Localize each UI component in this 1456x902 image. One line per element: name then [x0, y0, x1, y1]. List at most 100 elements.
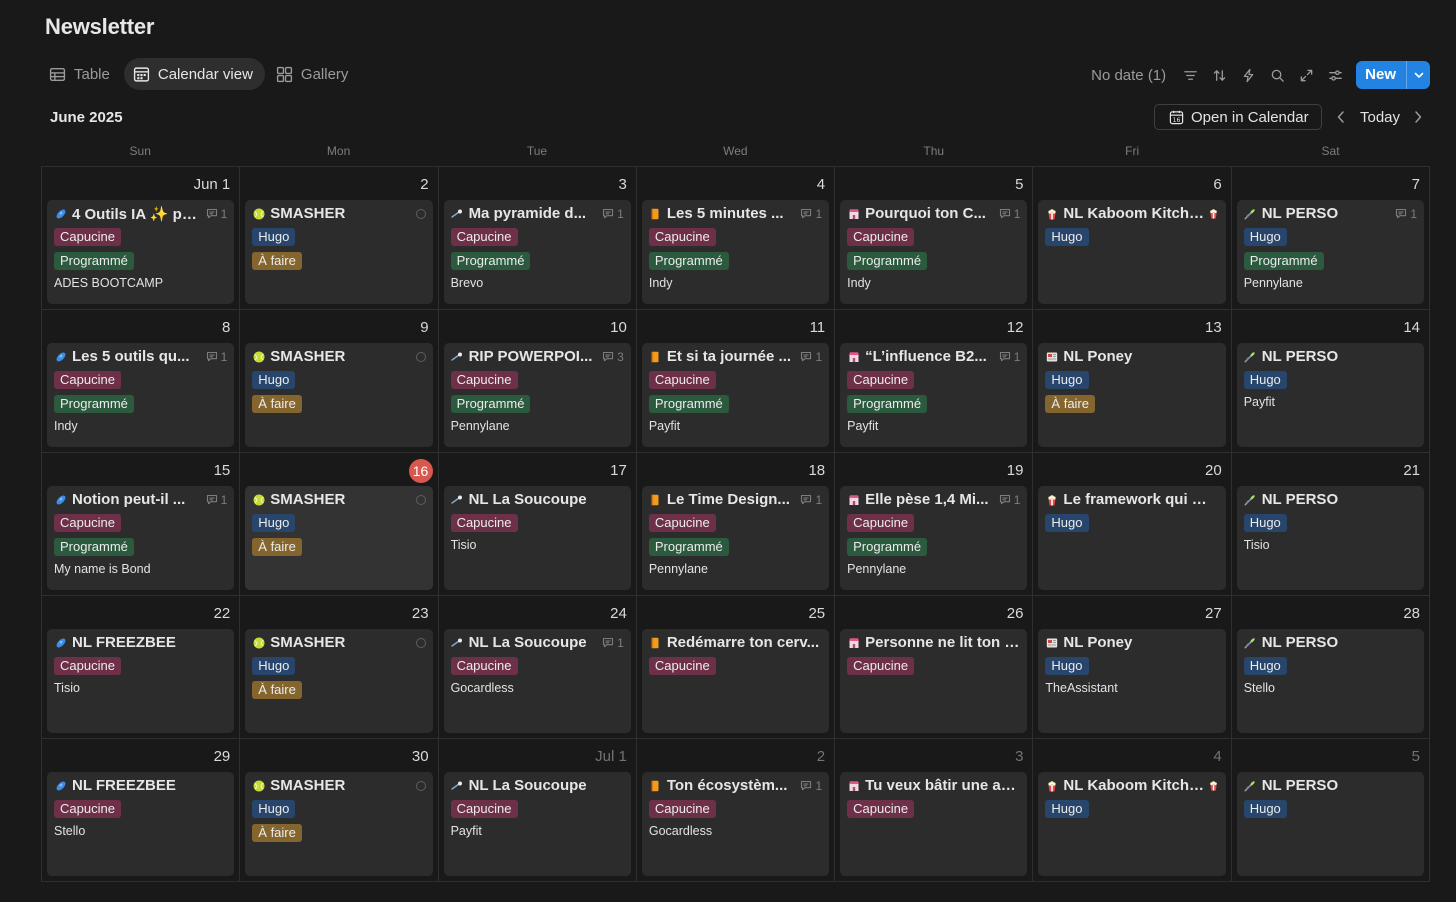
tab-table[interactable]: Table: [40, 58, 122, 90]
event-card[interactable]: NL PERSO Hugo: [1236, 772, 1424, 876]
weekday-tue: Tue: [526, 144, 548, 158]
calendar-day-cell[interactable]: 28 NL PERSO Hugo Stello: [1231, 596, 1430, 739]
tab-gallery-label: Gallery: [300, 65, 349, 83]
new-dropdown-button[interactable]: [1406, 61, 1430, 89]
calendar-day-cell[interactable]: 29 NL FREEZBEE Capucine Stello: [42, 739, 241, 882]
calendar-day-cell[interactable]: 30 SMASHER Hugo À faire: [240, 739, 439, 882]
calendar-day-cell[interactable]: 6 NL Kaboom Kitchen Hugo: [1033, 167, 1232, 310]
tab-calendar-view[interactable]: Calendar view: [123, 58, 265, 90]
calendar-day-cell[interactable]: 20 Le framework qui m’... Hugo: [1033, 453, 1232, 596]
calendar-day-cell[interactable]: 21 NL PERSO Hugo Tisio: [1231, 453, 1430, 596]
calendar-day-cell[interactable]: 5 Pourquoi ton C... 1 Capucine Programmé Indy: [835, 167, 1034, 310]
sort-button[interactable]: [1205, 61, 1234, 89]
calendar-day-cell[interactable]: 13 NL Poney Hugo À faire: [1033, 310, 1232, 453]
calendar-day-cell[interactable]: 14 NL PERSO Hugo Payfit: [1231, 310, 1430, 453]
calendar-day-cell[interactable]: 25 Redémarre ton cerv... Capucine: [636, 596, 836, 739]
calendar-day-cell[interactable]: 8 Les 5 outils qu... 1 Capucine Programmé Ind…: [42, 310, 241, 453]
event-card[interactable]: SMASHER Hugo À faire: [245, 343, 433, 447]
event-card[interactable]: RIP POWERPOI... 3 Capucine Programmé Pennyla…: [443, 343, 631, 447]
event-card-header: NL PERSO: [1244, 634, 1417, 651]
event-card[interactable]: NL PERSO 1 Hugo Programmé Pennylane: [1236, 200, 1424, 304]
event-card[interactable]: Notion peut-il ... 1 Capucine Programmé My n…: [47, 486, 235, 590]
tab-gallery[interactable]: Gallery: [267, 58, 361, 90]
event-card[interactable]: NL PERSO Hugo Tisio: [1236, 486, 1424, 590]
calendar-day-cell[interactable]: Jun 1 4 Outils IA ✨ pour g... 1 Capucine Pro…: [42, 167, 241, 310]
event-card[interactable]: SMASHER Hugo À faire: [245, 772, 433, 876]
calendar-day-cell[interactable]: 24 NL La Soucoupe 1 Capucine Gocardless: [438, 596, 637, 739]
event-card[interactable]: NL FREEZBEE Capucine Stello: [47, 772, 235, 876]
calendar-day-cell[interactable]: 22 NL FREEZBEE Capucine Tisio: [42, 596, 241, 739]
calendar-day-cell[interactable]: 9 SMASHER Hugo À faire: [240, 310, 439, 453]
settings-button[interactable]: [1321, 61, 1350, 89]
calendar-day-cell[interactable]: 17 NL La Soucoupe Capucine Tisio: [438, 453, 637, 596]
event-card[interactable]: 4 Outils IA ✨ pour g... 1 Capucine Programm…: [47, 200, 235, 304]
calendar-day-cell[interactable]: 23 SMASHER Hugo À faire: [240, 596, 439, 739]
open-in-calendar-button[interactable]: 16 Open in Calendar: [1154, 104, 1322, 130]
calendar-day-cell[interactable]: 16 SMASHER Hugo À faire: [240, 453, 439, 596]
event-card[interactable]: Les 5 outils qu... 1 Capucine Programmé Indy: [47, 343, 235, 447]
calendar-day-cell[interactable]: 11 Et si ta journée ... 1 Capucine Programmé…: [636, 310, 836, 453]
calendar-day-cell[interactable]: Jul 1 NL La Soucoupe Capucine Payfit: [438, 739, 637, 882]
calendar-day-cell[interactable]: 26 Personne ne lit ton p... Capucine: [835, 596, 1034, 739]
calendar-day-cell[interactable]: 18 Le Time Design... 1 Capucine Programmé Pen…: [636, 453, 836, 596]
previous-month-button[interactable]: [1333, 108, 1349, 126]
search-button[interactable]: [1263, 61, 1292, 89]
today-button[interactable]: Today: [1360, 109, 1401, 126]
event-card[interactable]: NL Poney Hugo TheAssistant: [1038, 629, 1226, 733]
calendar-day-cell[interactable]: 19 Elle pèse 1,4 Mi... 1 Capucine Programmé P…: [835, 453, 1034, 596]
new-button[interactable]: New: [1365, 66, 1396, 83]
sort-icon: [1213, 69, 1226, 81]
calendar-day-cell[interactable]: 15 Notion peut-il ... 1 Capucine Programmé My…: [42, 453, 241, 596]
calendar-day-cell[interactable]: 4 NL Kaboom Kitchen Hugo: [1033, 739, 1232, 882]
tag-hugo: Hugo: [1045, 371, 1089, 389]
event-card[interactable]: NL La Soucoupe Capucine Tisio: [443, 486, 631, 590]
calendar-day-cell[interactable]: 7 NL PERSO 1 Hugo Programmé Pennylane: [1231, 167, 1430, 310]
event-card[interactable]: NL PERSO Hugo Payfit: [1236, 343, 1424, 447]
calendar-day-cell[interactable]: 27 NL Poney Hugo TheAssistant: [1033, 596, 1232, 739]
event-card[interactable]: Elle pèse 1,4 Mi... 1 Capucine Programmé Pen…: [840, 486, 1028, 590]
event-card[interactable]: NL Kaboom Kitchen Hugo: [1038, 772, 1226, 876]
no-date-button[interactable]: No date (1): [1091, 66, 1167, 84]
event-card[interactable]: NL Poney Hugo À faire: [1038, 343, 1226, 447]
event-card[interactable]: SMASHER Hugo À faire: [245, 629, 433, 733]
event-card[interactable]: Le Time Design... 1 Capucine Programmé Penny…: [641, 486, 830, 590]
event-tags: Hugo À faire: [252, 651, 425, 699]
day-number: 20: [1205, 462, 1222, 479]
filter-button[interactable]: [1176, 61, 1205, 89]
expand-button[interactable]: [1292, 61, 1321, 89]
event-card[interactable]: Les 5 minutes ... 1 Capucine Programmé Indy: [641, 200, 830, 304]
calendar-day-cell[interactable]: 2 SMASHER Hugo À faire: [240, 167, 439, 310]
event-card[interactable]: Le framework qui m’... Hugo: [1038, 486, 1226, 590]
event-card[interactable]: NL La Soucoupe Capucine Payfit: [443, 772, 631, 876]
event-card[interactable]: Ton écosystèm... 1 Capucine Gocardless: [641, 772, 830, 876]
next-month-button[interactable]: [1410, 108, 1426, 126]
event-card[interactable]: “L’influence B2... 1 Capucine Programmé Payf…: [840, 343, 1028, 447]
event-card[interactable]: Et si ta journée ... 1 Capucine Programmé Pa…: [641, 343, 830, 447]
day-number: 22: [213, 605, 231, 622]
calendar-day-cell[interactable]: 5 NL PERSO Hugo: [1231, 739, 1430, 882]
calendar-day-cell[interactable]: 3 Ma pyramide d... 1 Capucine Programmé Brevo: [438, 167, 637, 310]
event-card[interactable]: Tu veux bâtir une au... Capucine: [840, 772, 1028, 876]
status-circle-icon: [415, 780, 426, 791]
calendar-day-cell[interactable]: 3 Tu veux bâtir une au... Capucine: [835, 739, 1034, 882]
event-card[interactable]: NL Kaboom Kitchen Hugo: [1038, 200, 1226, 304]
event-tool-label: Pennylane: [847, 562, 907, 576]
event-card[interactable]: Pourquoi ton C... 1 Capucine Programmé Indy: [840, 200, 1028, 304]
comment-count-value: 1: [1013, 492, 1021, 507]
calendar-day-cell[interactable]: 10 RIP POWERPOI... 3 Capucine Programmé Penny…: [438, 310, 637, 453]
event-card[interactable]: Redémarre ton cerv... Capucine: [641, 629, 830, 733]
event-card[interactable]: SMASHER Hugo À faire: [245, 486, 433, 590]
calendar-day-cell[interactable]: 2 Ton écosystèm... 1 Capucine Gocardless: [636, 739, 836, 882]
comment-icon: [206, 351, 218, 362]
event-card[interactable]: Personne ne lit ton p... Capucine: [840, 629, 1028, 733]
automation-button[interactable]: [1234, 61, 1263, 89]
calendar-day-cell[interactable]: 12 “L’influence B2... 1 Capucine Programmé Pa…: [835, 310, 1034, 453]
event-title: NL Poney: [1063, 348, 1133, 365]
event-card[interactable]: SMASHER Hugo À faire: [245, 200, 433, 304]
rocket-blue-icon: [54, 636, 67, 649]
event-card[interactable]: NL PERSO Hugo Stello: [1236, 629, 1424, 733]
event-card[interactable]: Ma pyramide d... 1 Capucine Programmé Brevo: [443, 200, 631, 304]
event-card[interactable]: NL FREEZBEE Capucine Tisio: [47, 629, 235, 733]
event-card[interactable]: NL La Soucoupe 1 Capucine Gocardless: [443, 629, 631, 733]
calendar-day-cell[interactable]: 4 Les 5 minutes ... 1 Capucine Programmé Indy: [636, 167, 836, 310]
